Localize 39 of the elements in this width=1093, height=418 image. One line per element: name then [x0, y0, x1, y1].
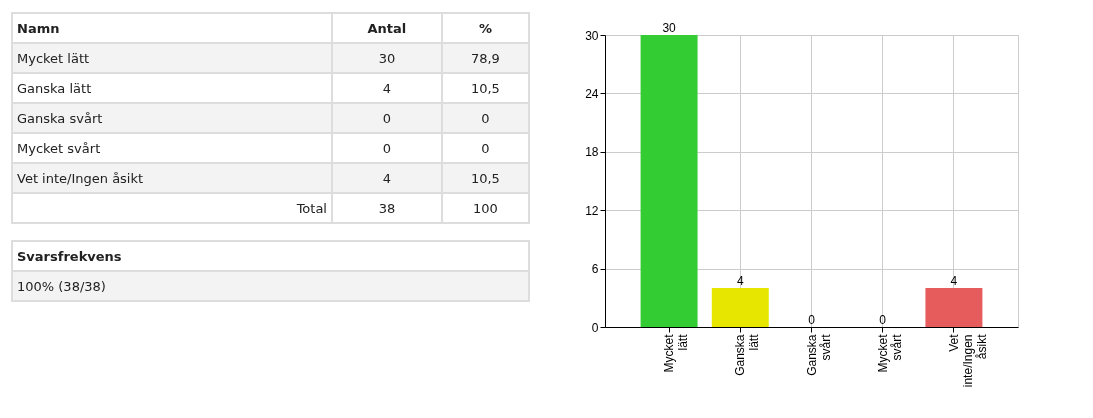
text: Ganska lätt [13, 74, 331, 102]
text: 10,5 [442, 74, 528, 102]
text: 100 [442, 194, 528, 222]
text: % [442, 14, 528, 42]
data-label: 30 [662, 21, 677, 35]
data-label: 0 [879, 313, 887, 327]
text: 4 [333, 74, 441, 102]
y-tick-label: 30 [585, 28, 599, 43]
y-tick-label: 0 [591, 320, 599, 335]
text: 30 [333, 44, 441, 72]
text: 78,9 [442, 44, 528, 72]
text: 0 [333, 104, 441, 132]
text: 38 [333, 194, 441, 222]
data-label: 4 [736, 274, 744, 289]
y-tick-label: 18 [585, 145, 599, 160]
text: Mycket svårt [13, 134, 331, 162]
x-tick-label: Ganska svårt [804, 333, 833, 376]
text: 4 [333, 164, 441, 192]
text: Antal [333, 14, 441, 42]
data-label: 4 [950, 274, 958, 289]
x-tick-label: Ganska lätt [733, 333, 762, 376]
text: Mycket lätt [13, 44, 331, 72]
x-tick-label: Mycket svårt [875, 333, 904, 373]
text: 0 [442, 134, 528, 162]
text: Namn [13, 14, 331, 42]
data-label: 0 [808, 313, 816, 327]
text: Svarsfrekvens [13, 242, 528, 270]
text: 0 [333, 134, 441, 162]
y-tick-label: 6 [591, 262, 599, 277]
x-tick-label: Mycket lätt [662, 333, 691, 373]
y-tick-label: 12 [585, 203, 599, 218]
x-tick-label: Vet inte/Ingen åsikt [946, 333, 989, 388]
text: 0 [442, 104, 528, 132]
text: Total [13, 194, 331, 222]
text: 100% (38/38) [13, 272, 528, 300]
text: Ganska svårt [13, 104, 331, 132]
text: 10,5 [442, 164, 528, 192]
y-tick-label: 24 [585, 86, 599, 101]
text: Vet inte/Ingen åsikt [13, 164, 331, 192]
